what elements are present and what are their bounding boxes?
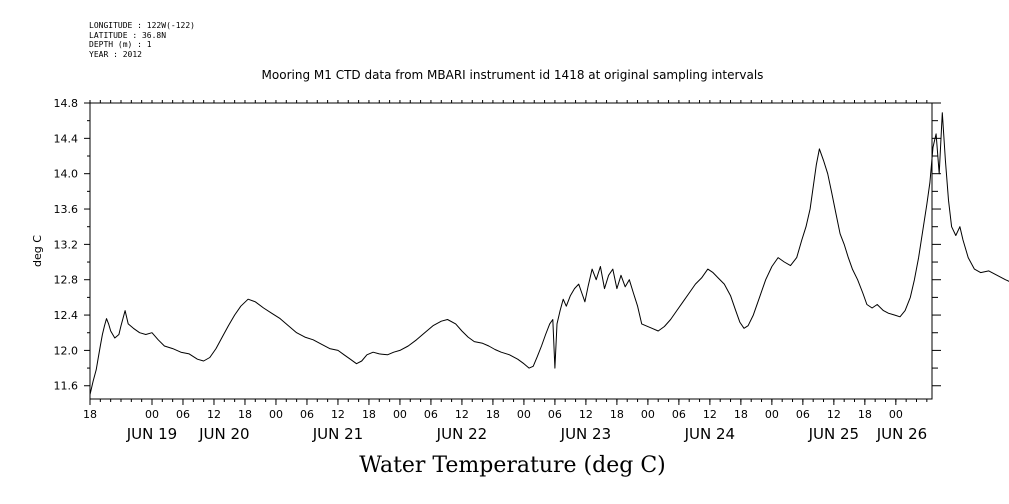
x-day-label: JUN 23 [560,425,611,443]
x-tick-label: 00 [641,408,655,421]
x-tick-label: 00 [145,408,159,421]
x-tick-label: 12 [331,408,345,421]
y-tick-label: 14.0 [54,168,79,181]
x-day-label: JUN 22 [436,425,487,443]
x-day-label: JUN 24 [684,425,735,443]
x-tick-label: 18 [83,408,97,421]
y-tick-label: 12.4 [54,309,79,322]
x-tick-labels: 18 00 06 12 18 00 06 12 18 00 06 12 18 00 06 12 18 00 06 12… [83,408,903,421]
x-tick-label: 12 [455,408,469,421]
x-tick-label: 06 [176,408,190,421]
meta-latitude: LATITUDE : 36.8N [89,30,167,40]
meta-longitude: LONGITUDE : 122W(-122) [89,21,195,30]
x-tick-label: 12 [579,408,593,421]
series-line [89,112,1009,395]
x-day-labels: JUN 19 JUN 20 JUN 21 JUN 22 JUN 23 JUN 24 JUN … [126,425,927,443]
x-tick-label: 18 [362,408,376,421]
chart-title: Mooring M1 CTD data from MBARI instrumen… [261,68,764,82]
x-tick-label: 06 [796,408,810,421]
x-tick-label: 00 [517,408,531,421]
meta-year: YEAR : 2012 [89,49,142,59]
y-tick-labels: 11.6 12.0 12.4 12.8 13.2 13.6 14.0 14.4 14.8 [54,97,79,393]
x-axis-label: Water Temperature (deg C) [359,453,666,478]
metadata-block: LONGITUDE : 122W(-122) LATITUDE : 36.8N … [89,21,195,59]
x-day-label: JUN 20 [198,425,249,443]
x-tick-label: 06 [672,408,686,421]
x-day-label: JUN 25 [808,425,859,443]
x-tick-label: 00 [765,408,779,421]
line-chart: 11.6 12.0 12.4 12.8 13.2 13.6 14.0 14.4 14.8 18 0… [31,97,1009,443]
y-tick-label: 13.6 [54,203,79,216]
y-tick-label: 12.8 [54,274,79,287]
y-axis-label: deg C [31,235,44,267]
x-tick-label: 18 [858,408,872,421]
x-tick-label: 12 [207,408,221,421]
y-tick-label: 12.0 [54,344,79,357]
plot-frame [89,102,933,400]
x-tick-label: 18 [610,408,624,421]
x-tick-label: 18 [734,408,748,421]
y-tick-label: 14.8 [54,97,79,110]
meta-depth: DEPTH (m) : 1 [89,40,152,49]
x-tick-label: 06 [548,408,562,421]
x-tick-label: 06 [424,408,438,421]
x-tick-label: 12 [827,408,841,421]
y-tick-label: 11.6 [54,380,79,393]
x-tick-label: 00 [393,408,407,421]
x-tick-label: 00 [269,408,283,421]
x-day-label: JUN 19 [126,425,177,443]
y-tick-label: 14.4 [54,132,79,145]
y-tick-label: 13.2 [54,238,79,251]
x-tick-label: 18 [238,408,252,421]
x-tick-label: 00 [889,408,903,421]
series-line-group [89,112,1009,395]
x-tick-label: 06 [300,408,314,421]
x-tick-label: 18 [486,408,500,421]
x-tick-label: 12 [703,408,717,421]
tick-marks [84,100,941,405]
x-day-label: JUN 26 [876,425,927,443]
x-day-label: JUN 21 [312,425,363,443]
